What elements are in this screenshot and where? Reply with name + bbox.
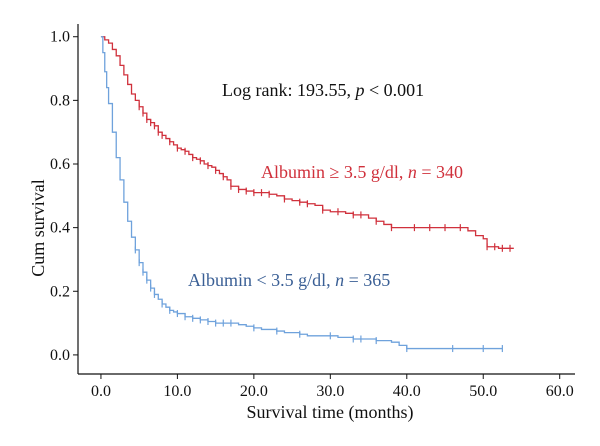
y-tick-label: 0.4 bbox=[50, 220, 70, 237]
series-label-high-albumin: Albumin ≥ 3.5 g/dl, n = 340 bbox=[261, 162, 463, 182]
series-label-high-n: n bbox=[408, 162, 417, 182]
series-label-high-suffix: = 340 bbox=[417, 162, 463, 182]
x-tick-label: 10.0 bbox=[163, 383, 191, 400]
y-tick-label: 0.2 bbox=[50, 283, 70, 300]
y-tick-label: 0.8 bbox=[50, 92, 70, 109]
ticks: 0.0 10.0 20.0 30.0 40.0 50.0 60.0 0.0 0.2 0.4 0.6 0… bbox=[50, 29, 574, 400]
y-tick-label: 0.0 bbox=[50, 347, 70, 364]
x-tick-label: 50.0 bbox=[469, 383, 497, 400]
series-label-low-suffix: = 365 bbox=[344, 270, 390, 290]
x-tick-label: 0.0 bbox=[91, 383, 111, 400]
y-tick-label: 1.0 bbox=[50, 29, 70, 46]
series-label-high-prefix: Albumin ≥ 3.5 g/dl, bbox=[261, 162, 408, 182]
x-tick-label: 60.0 bbox=[546, 383, 574, 400]
x-tick-label: 20.0 bbox=[240, 383, 268, 400]
y-axis-label: Cum survival bbox=[28, 179, 48, 277]
series-label-low-prefix: Albumin < 3.5 g/dl, bbox=[188, 270, 335, 290]
x-axis-label: Survival time (months) bbox=[247, 402, 414, 423]
log-rank-p: p bbox=[353, 80, 364, 100]
log-rank-prefix: Log rank: 193.55, bbox=[222, 80, 355, 100]
series-label-low-albumin: Albumin < 3.5 g/dl, n = 365 bbox=[188, 270, 390, 290]
x-tick-label: 30.0 bbox=[316, 383, 344, 400]
axes bbox=[77, 24, 575, 375]
x-tick-label: 40.0 bbox=[393, 383, 421, 400]
series-label-low-n: n bbox=[335, 270, 344, 290]
survival-curve-high-albumin bbox=[100, 36, 514, 249]
log-rank-annotation: Log rank: 193.55, p < 0.001 bbox=[222, 80, 424, 100]
y-tick-label: 0.6 bbox=[50, 156, 70, 173]
log-rank-suffix: < 0.001 bbox=[364, 80, 424, 100]
series-layer bbox=[100, 36, 514, 353]
